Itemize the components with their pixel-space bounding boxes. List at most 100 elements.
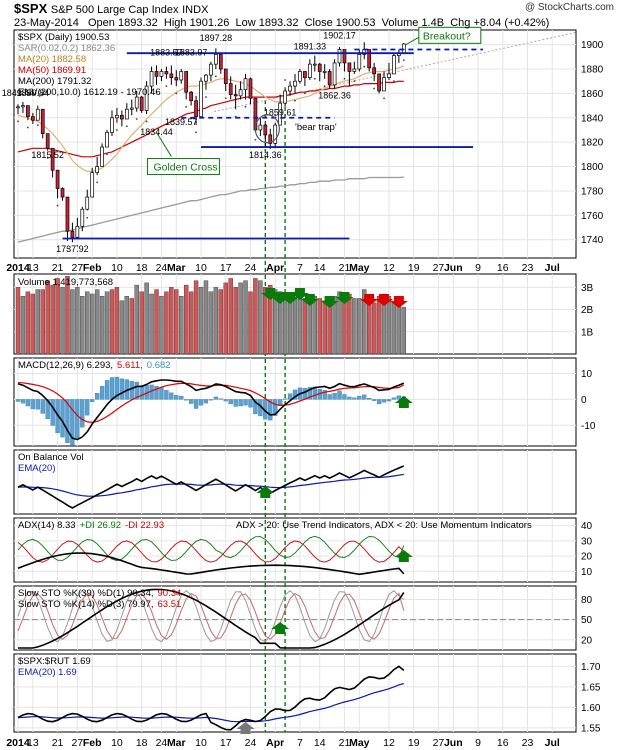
candle-body (303, 71, 307, 78)
macd-histogram-bar (94, 393, 100, 400)
volume-bar (144, 282, 149, 355)
macd-histogram-bar (228, 399, 233, 405)
close-label: Close (304, 17, 333, 29)
candle-body (263, 124, 268, 136)
adx-note: ADX > 20: Use Trend Indicators, ADX < 20… (236, 520, 532, 531)
y-tick-label: 1800 (581, 162, 604, 173)
x-tick-label: 2014 (6, 262, 30, 274)
x-tick-label: 12 (383, 262, 395, 274)
x-tick-label: 7 (297, 737, 303, 749)
macd-histogram-bar (371, 399, 377, 401)
volume-bar (228, 278, 233, 355)
volume-bar (55, 278, 60, 355)
volume-bar (124, 296, 130, 355)
volume-bar (154, 289, 159, 355)
macd-histogram-bar (134, 381, 139, 400)
volume-bar (317, 298, 322, 355)
macd-histogram-bar (99, 386, 105, 400)
volume-bar (248, 291, 253, 355)
sto-arrow (271, 622, 290, 634)
volume-bar (25, 291, 31, 355)
x-tick-label: Apr (266, 262, 284, 274)
volume-bar (203, 280, 209, 355)
macd-histogram-bar (109, 377, 115, 400)
volume-bar (277, 291, 283, 355)
volume-bar (238, 282, 243, 355)
candle-body (273, 124, 278, 144)
y-tick-label: 1740 (581, 235, 604, 246)
x-tick-label: 21 (339, 737, 351, 749)
volume-bar (60, 287, 65, 355)
sar-dot (66, 247, 69, 250)
y-tick-label: 1860 (581, 89, 604, 100)
candle-body (268, 134, 273, 144)
volume-bar (193, 280, 199, 355)
x-tick-label: 13 (27, 737, 39, 749)
x-tick-label: Jul (545, 737, 560, 749)
volume-bar (312, 296, 317, 355)
price-legend-1: SAR(0.02,0.2) 1862.36 (18, 43, 115, 54)
macd-arrow (394, 396, 413, 408)
y-tick-label: 1.55 (581, 723, 601, 734)
volume-bar (164, 291, 169, 355)
volume-bar (134, 284, 139, 355)
sar-dot (274, 114, 277, 117)
watermark[interactable]: @ StockCharts.com (524, 2, 614, 13)
volume-bar (401, 307, 407, 355)
price-legend-4: MA(200) 1791.32 (18, 76, 91, 87)
x-tick-label: 9 (475, 737, 481, 749)
sto39-line (18, 588, 405, 649)
volume-bar (169, 287, 174, 355)
candle-body (317, 63, 322, 72)
sto-legend1-0: Slow STO %K(39) %D(1) 90.34, (18, 588, 154, 599)
candle-body (357, 54, 362, 70)
sar-dot (353, 80, 356, 83)
volume-bar (243, 280, 248, 355)
candle-body (169, 73, 174, 78)
sar-dot (363, 65, 366, 68)
candle-body (278, 102, 283, 126)
volume-bar (94, 289, 100, 355)
volume-value: 1.4B (421, 17, 445, 29)
candle-body (115, 114, 119, 119)
macd-histogram-bar (114, 376, 120, 400)
volume-bar (213, 287, 219, 355)
breakout-label: Breakout? (423, 30, 471, 42)
obv-ema-line (17, 473, 404, 497)
candle-body (110, 117, 114, 133)
sar-dot (46, 157, 49, 159)
x-tick-label: 27 (433, 737, 445, 749)
macd-histogram-bar (179, 395, 184, 400)
candle-body (204, 74, 208, 82)
macd-histogram-bar (104, 380, 110, 400)
sto-legend2-0: Slow STO %K(14) %D(3) 79.97, (18, 599, 154, 610)
exchange: INDX (182, 4, 209, 16)
macd-histogram-bar (35, 399, 40, 410)
candle-body (174, 77, 179, 81)
volume-bar (129, 298, 134, 355)
volume-bar (80, 296, 85, 355)
macd-histogram-bar (243, 399, 248, 406)
x-tick-label: 17 (220, 737, 232, 749)
candle-body (214, 54, 218, 65)
volume-red-arrow (375, 294, 394, 306)
macd-histogram-bar (198, 399, 204, 406)
macd-histogram-bar (327, 394, 332, 400)
x-tick-label: May (349, 737, 370, 749)
high-value: 1901.26 (189, 17, 230, 29)
adx-arrow (394, 550, 413, 562)
volume-bar (391, 302, 397, 355)
panel-macd (13, 357, 577, 447)
y-tick-label: 20 (581, 552, 593, 563)
macd-histogram-bar (129, 381, 134, 400)
candle-body (238, 89, 243, 97)
y-tick-label: 3B (581, 283, 594, 294)
macd-legend-2: 0.682 (147, 360, 171, 371)
price-legend-0: $SPX (Daily) 1900.53 (18, 32, 109, 43)
macd-histogram-bar (164, 390, 169, 400)
chart-title: $SPX S&P 500 Large Cap Index INDX (14, 1, 208, 16)
volume-bar (307, 300, 313, 355)
candle-body (70, 230, 75, 238)
sar-dot (383, 97, 385, 100)
candle-body (129, 107, 134, 110)
